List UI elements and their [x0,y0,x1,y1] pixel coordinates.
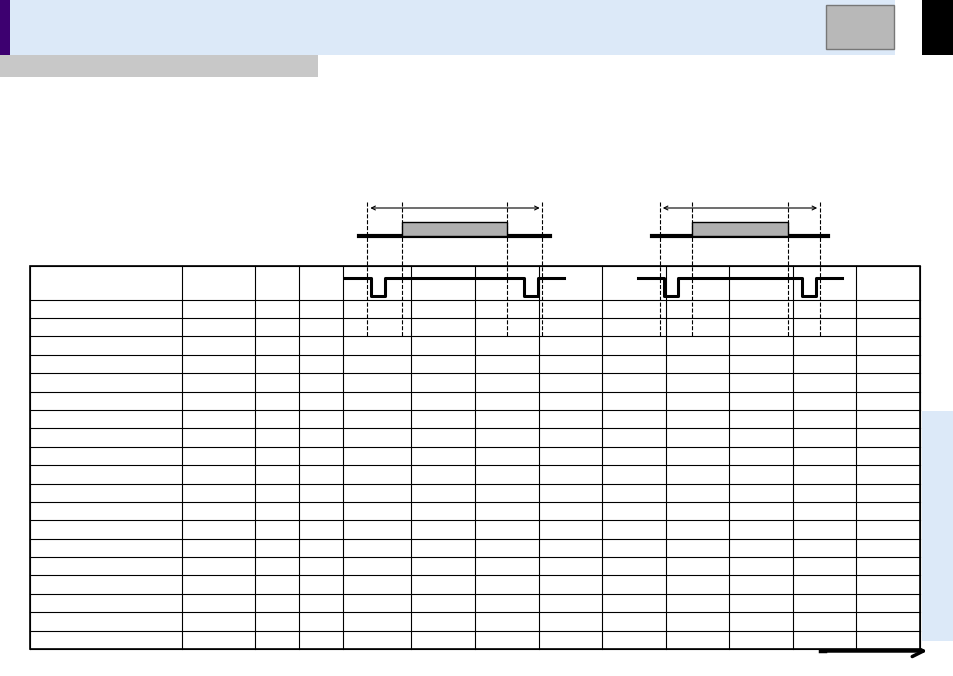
Bar [921,411,953,641]
Bar [921,0,953,55]
Bar [30,266,919,649]
Bar [0,55,317,77]
Bar [0,0,894,55]
Bar [0,0,10,55]
FancyBboxPatch shape [825,5,893,49]
Bar [402,222,507,236]
Bar [691,222,787,236]
